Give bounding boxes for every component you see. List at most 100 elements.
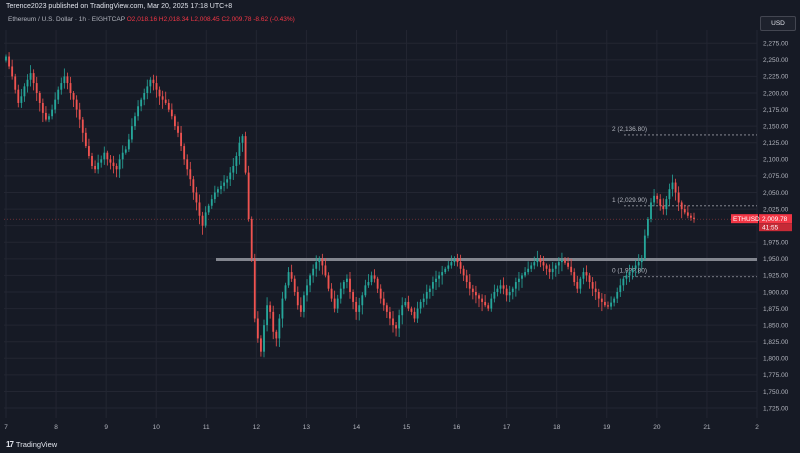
candle-body: [23, 86, 26, 97]
candle-body: [69, 83, 72, 94]
candle-body: [536, 258, 539, 263]
ohlc-low: L2,008.45: [190, 16, 220, 23]
candle-body: [78, 109, 81, 120]
candle-body: [238, 142, 241, 157]
candle-body: [631, 268, 634, 273]
candle-body: [26, 79, 29, 87]
candle-body: [355, 301, 358, 312]
candle-body: [72, 93, 75, 100]
time-axis[interactable]: 7 8 9 10 11 12 13 14 15 16 17 18 19 20 21 2: [4, 424, 759, 431]
candle-body: [690, 215, 692, 218]
candle-body: [223, 182, 225, 186]
ohlc-high: H2,018.34: [158, 16, 189, 23]
candle-body: [425, 291, 428, 299]
price-change: -8.62 (-0.43%): [253, 16, 295, 23]
candle-body: [8, 56, 10, 67]
candle-body: [493, 291, 496, 299]
candle-body: [164, 99, 167, 103]
candle-body: [471, 288, 474, 292]
candle-body: [422, 298, 425, 302]
ohlc-open: O2,018.16: [126, 16, 158, 23]
x-tick-label: 13: [303, 424, 311, 431]
candle-body: [358, 305, 361, 312]
candle-body: [244, 136, 247, 173]
candle-body: [336, 298, 339, 309]
x-tick-label: 10: [153, 424, 161, 431]
candle-body: [75, 99, 78, 110]
price-axis[interactable]: 2,275.00 2,250.00 2,225.00 2,200.00 2,175.00…: [763, 41, 789, 413]
tradingview-logo[interactable]: 17 TradingView: [6, 440, 57, 449]
candle-body: [428, 288, 431, 292]
candle-body: [143, 93, 146, 100]
candle-body: [407, 301, 410, 309]
x-tick-label: 14: [353, 424, 361, 431]
candle-body: [588, 275, 591, 283]
candle-body: [217, 189, 219, 193]
candle-body: [204, 212, 207, 226]
candle-body: [94, 165, 96, 170]
candle-body: [272, 311, 275, 332]
y-tick-label: 1,900.00: [763, 289, 789, 296]
chart-levels: [4, 134, 757, 278]
candle-body: [597, 291, 600, 299]
candle-body: [66, 76, 69, 84]
countdown-background: [759, 223, 792, 232]
candle-body: [484, 301, 487, 306]
candle-body: [220, 185, 222, 190]
candle-body: [404, 301, 407, 306]
candle-body: [158, 89, 161, 97]
candle-body: [373, 275, 376, 279]
candle-body: [137, 106, 139, 117]
candle-body: [511, 288, 514, 292]
candlestick-series: [5, 52, 695, 358]
candle-body: [508, 291, 511, 296]
y-tick-label: 2,225.00: [763, 74, 789, 81]
candle-body: [342, 282, 345, 289]
candle-body: [530, 265, 533, 269]
candle-body: [321, 258, 324, 266]
y-tick-label: 2,025.00: [763, 206, 789, 213]
candle-body: [57, 89, 60, 100]
x-tick-label: 12: [253, 424, 261, 431]
candle-body: [416, 308, 419, 319]
candle-body: [201, 215, 204, 226]
candle-body: [634, 265, 637, 269]
candle-body: [576, 282, 579, 289]
candle-body: [401, 305, 404, 316]
x-tick-label: 18: [553, 424, 561, 431]
candle-body: [459, 262, 462, 269]
candle-body: [140, 99, 143, 107]
candle-body: [103, 152, 106, 160]
candle-body: [346, 278, 348, 283]
candle-body: [315, 262, 318, 269]
candle-body: [496, 288, 499, 292]
candle-body: [456, 258, 459, 263]
candle-body: [186, 159, 189, 170]
candle-body: [468, 282, 471, 289]
candle-body: [671, 182, 674, 190]
candle-body: [284, 285, 287, 299]
x-tick-label: 17: [503, 424, 511, 431]
candle-body: [189, 169, 192, 180]
candle-body: [518, 278, 520, 283]
candle-body: [318, 258, 321, 263]
candle-body: [610, 302, 612, 307]
candle-body: [146, 86, 149, 94]
candle-body: [167, 102, 170, 110]
candle-body: [475, 291, 477, 296]
candle-body: [106, 152, 109, 160]
currency-button[interactable]: USD: [760, 16, 796, 31]
bar-countdown: 41:55: [762, 224, 779, 231]
candle-body: [118, 159, 121, 170]
candle-body: [281, 298, 284, 319]
candle-body: [441, 272, 444, 276]
candle-body: [11, 66, 14, 77]
candle-body: [60, 83, 63, 90]
candle-body: [333, 298, 336, 309]
candle-body: [604, 301, 606, 306]
candle-body: [564, 260, 566, 263]
candle-body: [435, 278, 437, 283]
symbol-tag-background: [731, 214, 758, 224]
candle-body: [432, 282, 434, 289]
